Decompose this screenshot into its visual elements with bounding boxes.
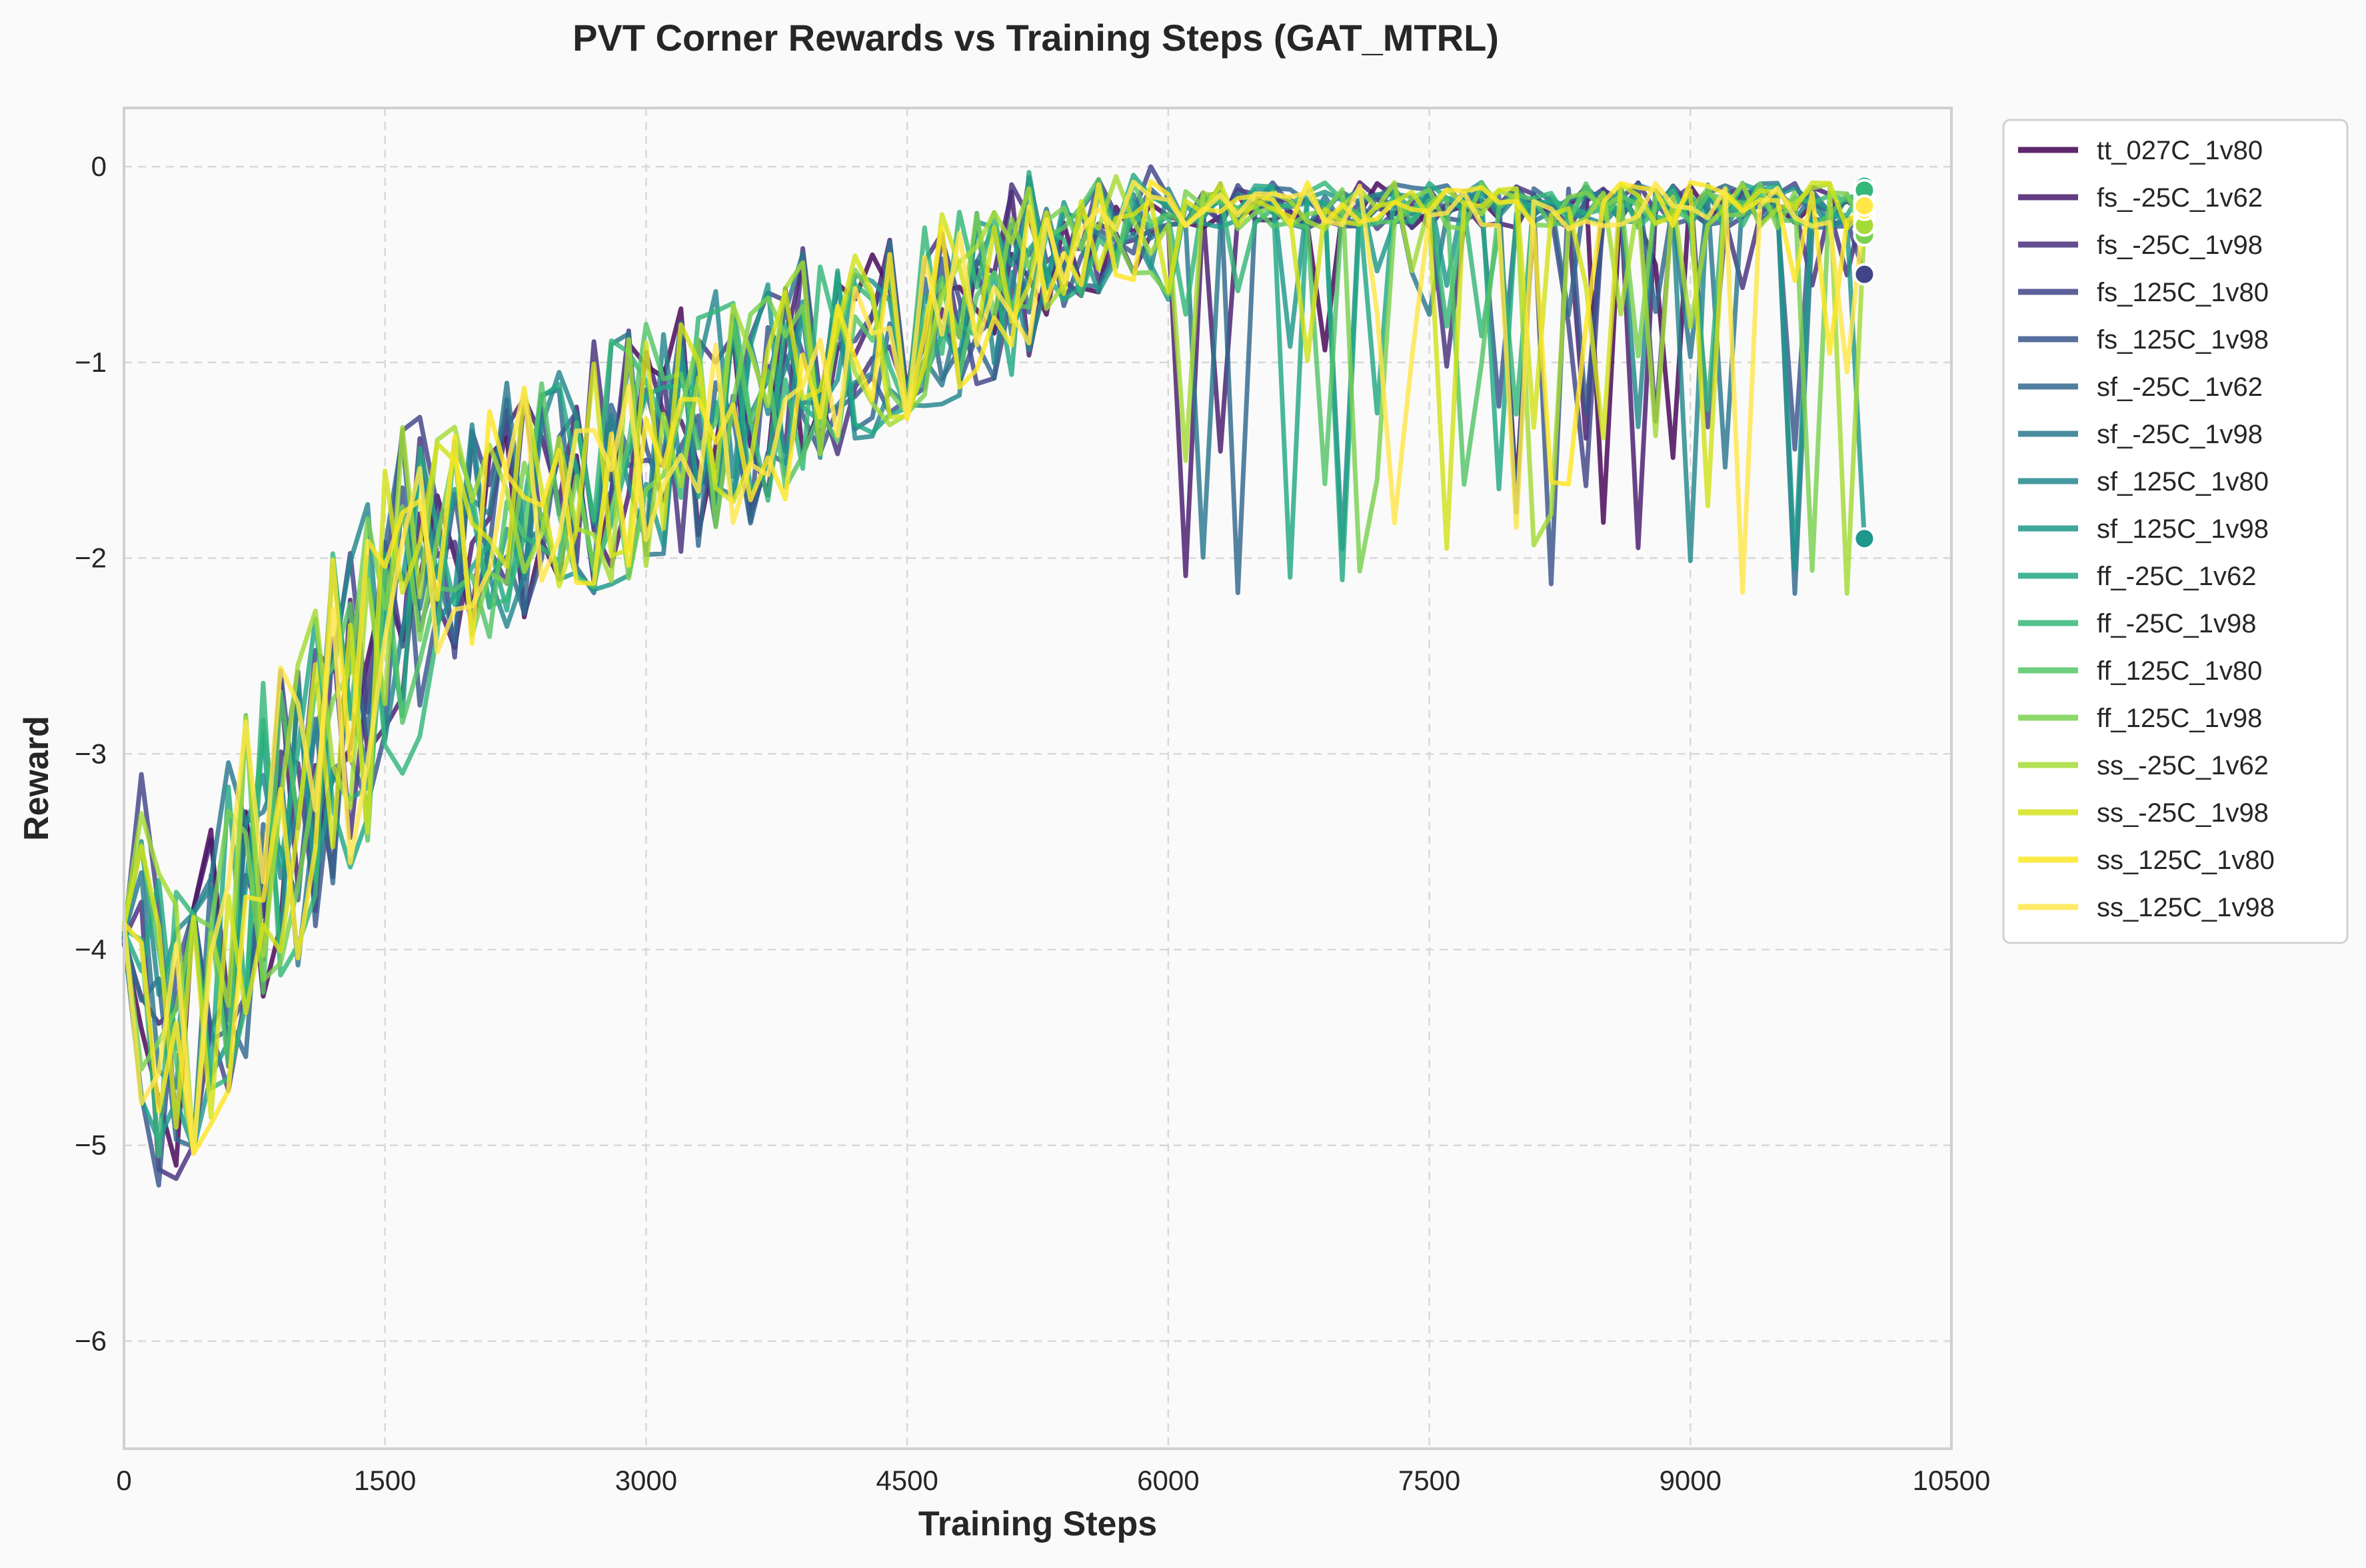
end-markers bbox=[1853, 175, 1876, 550]
legend-label: sf_125C_1v98 bbox=[2097, 514, 2269, 544]
series-line-ss_125C_1v80 bbox=[122, 179, 1866, 1156]
y-axis-ticks: 0 −1 −2 −3 −4 −5 −6 bbox=[75, 151, 107, 1356]
x-tick-label: 3000 bbox=[615, 1465, 677, 1496]
x-tick-label: 6000 bbox=[1137, 1465, 1199, 1496]
x-axis-ticks: 0 1500 3000 4500 6000 7500 9000 10500 bbox=[116, 1465, 1990, 1496]
y-tick-label: 0 bbox=[91, 151, 107, 182]
legend-label: ss_-25C_1v62 bbox=[2097, 751, 2269, 780]
series-lines bbox=[121, 164, 1867, 1188]
legend-label: fs_125C_1v80 bbox=[2097, 278, 2269, 307]
grid bbox=[124, 108, 1951, 1449]
x-tick-label: 4500 bbox=[876, 1465, 938, 1496]
legend-label: ff_125C_1v80 bbox=[2097, 656, 2262, 686]
legend-label: tt_027C_1v80 bbox=[2097, 136, 2263, 165]
y-tick-label: −1 bbox=[75, 347, 107, 378]
y-tick-label: −3 bbox=[75, 738, 107, 769]
y-tick-label: −4 bbox=[75, 934, 107, 965]
legend-label: ss_-25C_1v98 bbox=[2097, 798, 2269, 828]
legend-label: ss_125C_1v98 bbox=[2097, 893, 2275, 922]
series-line-ff_125C_1v80 bbox=[121, 177, 1867, 1154]
legend-label: sf_-25C_1v62 bbox=[2097, 373, 2263, 402]
legend-box bbox=[2002, 119, 2349, 944]
end-marker-ss_125C_1v98 bbox=[1853, 194, 1876, 217]
y-tick-label: −2 bbox=[75, 542, 107, 574]
x-tick-label: 9000 bbox=[1660, 1465, 1722, 1496]
legend-label: fs_125C_1v98 bbox=[2097, 325, 2269, 355]
legend-label: fs_-25C_1v62 bbox=[2097, 183, 2263, 213]
legend-label: ff_-25C_1v62 bbox=[2097, 562, 2256, 591]
plot-frame bbox=[123, 107, 1953, 1450]
end-marker-fs_125C_1v80 bbox=[1853, 263, 1876, 286]
y-axis-label: Reward bbox=[17, 716, 56, 841]
legend-label: ff_-25C_1v98 bbox=[2097, 609, 2256, 638]
y-tick-label: −5 bbox=[75, 1130, 107, 1161]
x-axis-label: Training Steps bbox=[918, 1505, 1157, 1543]
legend-label: sf_-25C_1v98 bbox=[2097, 420, 2263, 449]
end-marker-sf_125C_1v98 bbox=[1853, 527, 1876, 550]
legend-label: fs_-25C_1v98 bbox=[2097, 231, 2263, 260]
x-tick-label: 10500 bbox=[1913, 1465, 1991, 1496]
x-tick-label: 0 bbox=[116, 1465, 131, 1496]
legend-label: ss_125C_1v80 bbox=[2097, 846, 2275, 875]
series-line-ss_-25C_1v98 bbox=[121, 180, 1867, 1130]
x-tick-label: 7500 bbox=[1398, 1465, 1460, 1496]
series-line-ss_125C_1v98 bbox=[121, 179, 1867, 1156]
x-tick-label: 1500 bbox=[354, 1465, 416, 1496]
y-tick-label: −6 bbox=[75, 1325, 107, 1356]
legend-label: ff_125C_1v98 bbox=[2097, 704, 2262, 733]
legend-label: sf_125C_1v80 bbox=[2097, 467, 2269, 496]
legend: tt_027C_1v80 fs_-25C_1v62 fs_-25C_1v98 fs_1… bbox=[2002, 119, 2349, 944]
chart-title: PVT Corner Rewards vs Training Steps (GA… bbox=[573, 17, 1499, 59]
